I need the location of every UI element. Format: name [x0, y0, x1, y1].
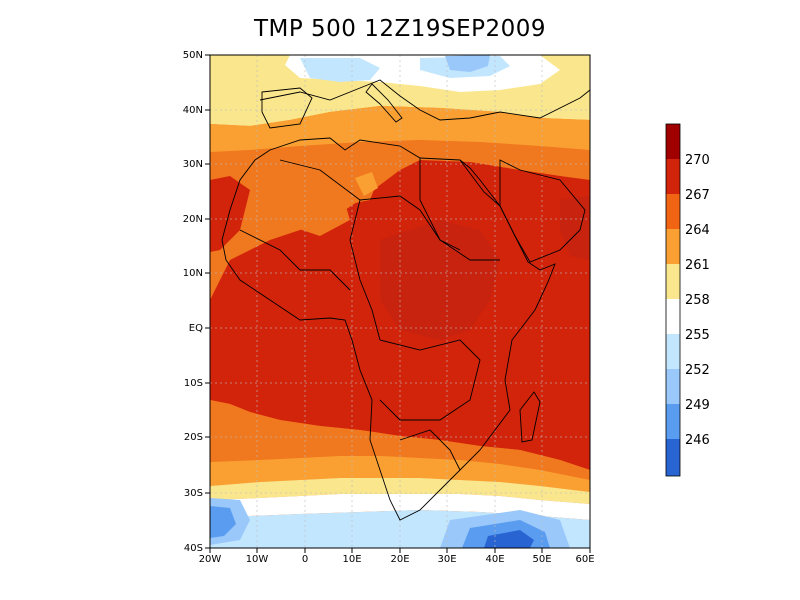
lat-label: 40N [183, 105, 203, 116]
gridlines [210, 55, 590, 548]
lon-label: 30E [437, 554, 456, 565]
colorbar-label: 255 [685, 328, 710, 343]
tick-marks [205, 54, 591, 553]
lon-label: 40E [485, 554, 504, 565]
patch-blue-north [445, 55, 490, 72]
colorbar-label: 249 [685, 398, 710, 413]
border-2 [349, 199, 381, 341]
colorbar-swatch [666, 124, 680, 159]
lat-label: 40S [184, 543, 203, 554]
europe-coast [259, 79, 590, 121]
red-sea [459, 159, 501, 207]
colorbar-label: 258 [685, 293, 710, 308]
lat-label: EQ [189, 323, 203, 334]
lon-label: 20W [199, 554, 222, 565]
lat-label: 30N [183, 159, 203, 170]
colorbar-frame [665, 123, 681, 477]
lon-label: 10E [342, 554, 361, 565]
lat-label: 20N [183, 214, 203, 225]
lat-label: 10N [183, 268, 203, 279]
colorbar-swatch [666, 334, 680, 369]
colorbar-label: 264 [685, 223, 710, 238]
patch-darkblue-se [484, 530, 534, 548]
lat-label: 30S [184, 488, 203, 499]
border-5 [239, 229, 351, 291]
africa-coastline [221, 137, 556, 521]
lat-label: 20S [184, 432, 203, 443]
colorbar-swatch [666, 159, 680, 194]
lat-label: 10S [184, 378, 203, 389]
iberia [261, 87, 313, 129]
lat-labels: 50N 40N 30N 20N 10N EQ 10S 20S 30S 40S [183, 50, 203, 554]
colorbar: 270 267 264 261 258 255 252 249 246 [665, 123, 710, 477]
lon-labels: 20W 10W 0 10E 20E 30E 40E 50E 60E [199, 554, 595, 565]
colorbar-label: 252 [685, 363, 710, 378]
colorbar-label: 261 [685, 258, 710, 273]
madagascar [519, 391, 541, 443]
colorbar-label: 246 [685, 433, 710, 448]
patch-darkred-2 [560, 196, 590, 260]
border-3 [419, 158, 500, 261]
arabia-coast [499, 159, 586, 263]
colorbar-swatch [666, 369, 680, 404]
colorbar-swatch [666, 229, 680, 264]
lon-label: 10W [246, 554, 269, 565]
colorbar-swatch [666, 264, 680, 299]
patch-orange-sahel [290, 186, 350, 236]
lon-label: 20E [390, 554, 409, 565]
patch-midblue-sw [210, 506, 236, 538]
coastlines [221, 79, 590, 521]
map-title: TMP 500 12Z19SEP2009 [253, 16, 547, 42]
lat-label: 50N [183, 50, 203, 61]
border-4 [379, 339, 481, 421]
colorbar-swatch [666, 404, 680, 439]
colorbar-swatch [666, 194, 680, 229]
patch-darkred-1 [380, 220, 500, 340]
patch-lightblue-north [300, 58, 380, 82]
lon-label: 0 [302, 554, 308, 565]
lon-label: 50E [532, 554, 551, 565]
colorbar-swatch [666, 439, 680, 476]
colorbar-swatch [666, 299, 680, 334]
italy [365, 83, 403, 123]
colorbar-label: 270 [685, 153, 710, 168]
lon-label: 60E [575, 554, 594, 565]
patch-lightorange-sahara [355, 172, 378, 196]
colorbar-label: 267 [685, 188, 710, 203]
border-6 [399, 429, 461, 471]
band-red-west [210, 176, 250, 252]
